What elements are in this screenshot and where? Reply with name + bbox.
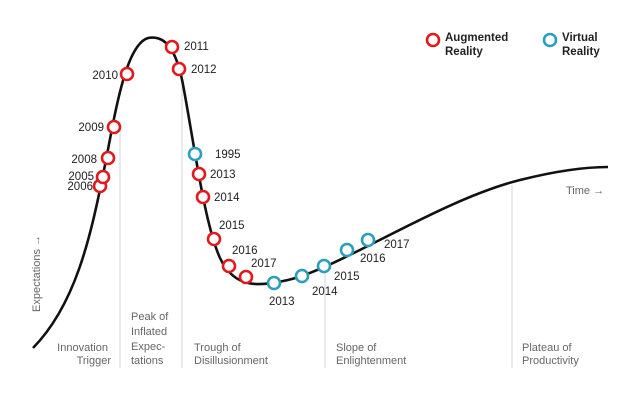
legend-virtual-marker <box>542 32 558 48</box>
ar-marker-2013 <box>191 166 207 182</box>
legend-augmented-label: Augmented Reality <box>445 32 511 58</box>
ar-year-label-2013: 2013 <box>210 169 236 181</box>
vr-year-label-2016: 2016 <box>360 253 386 265</box>
vr-year-label-1995: 1995 <box>215 149 241 161</box>
phase-label-plateau: Plateau of Productivity <box>522 342 579 367</box>
vr-marker-1995 <box>187 146 203 162</box>
ar-marker-2008 <box>100 150 116 166</box>
y-axis-label: Expectations → <box>31 235 43 312</box>
ar-year-label-2008: 2008 <box>71 154 97 166</box>
ar-year-label-2014: 2014 <box>214 192 240 204</box>
vr-marker-2016 <box>339 242 355 258</box>
vr-year-label-2013: 2013 <box>269 296 295 308</box>
ar-marker-2009 <box>106 119 122 135</box>
ar-year-label-2017: 2017 <box>251 258 277 270</box>
ar-marker-2016 <box>221 258 237 274</box>
phase-label-trough: Trough of Disillusionment <box>194 342 268 367</box>
vr-marker-2013 <box>266 275 282 291</box>
phase-label-innovation-trigger: Innovation Trigger <box>57 342 111 367</box>
vr-marker-2017 <box>360 232 376 248</box>
ar-year-label-2016: 2016 <box>232 245 258 257</box>
ar-marker-2005 <box>95 169 111 185</box>
ar-year-label-2006: 2006 <box>67 181 93 193</box>
vr-year-label-2014: 2014 <box>312 286 338 298</box>
ar-marker-2011 <box>164 39 180 55</box>
ar-year-label-2012: 2012 <box>191 64 217 76</box>
ar-marker-2017 <box>238 269 254 285</box>
ar-marker-2012 <box>171 61 187 77</box>
ar-year-label-2015: 2015 <box>219 220 245 232</box>
ar-year-label-2011: 2011 <box>184 41 209 53</box>
ar-marker-2014 <box>195 189 211 205</box>
x-axis-label: Time → <box>566 185 604 197</box>
vr-marker-2014 <box>294 268 310 284</box>
vr-year-label-2017: 2017 <box>384 239 410 251</box>
ar-marker-2010 <box>119 66 135 82</box>
vr-year-label-2015: 2015 <box>334 271 360 283</box>
ar-marker-2015 <box>206 231 222 247</box>
ar-year-label-2005: 2005 <box>68 171 94 183</box>
legend-augmented-marker <box>425 32 441 48</box>
ar-year-label-2010: 2010 <box>92 70 118 82</box>
phase-label-slope: Slope of Enlightenment <box>336 342 406 367</box>
hype-curve <box>32 36 609 349</box>
phase-label-peak: Peak of Inflated Expec- tations <box>131 311 171 367</box>
legend-virtual-label: Virtual Reality <box>562 32 601 58</box>
ar-year-label-2009: 2009 <box>78 122 104 134</box>
vr-marker-2015 <box>316 258 332 274</box>
